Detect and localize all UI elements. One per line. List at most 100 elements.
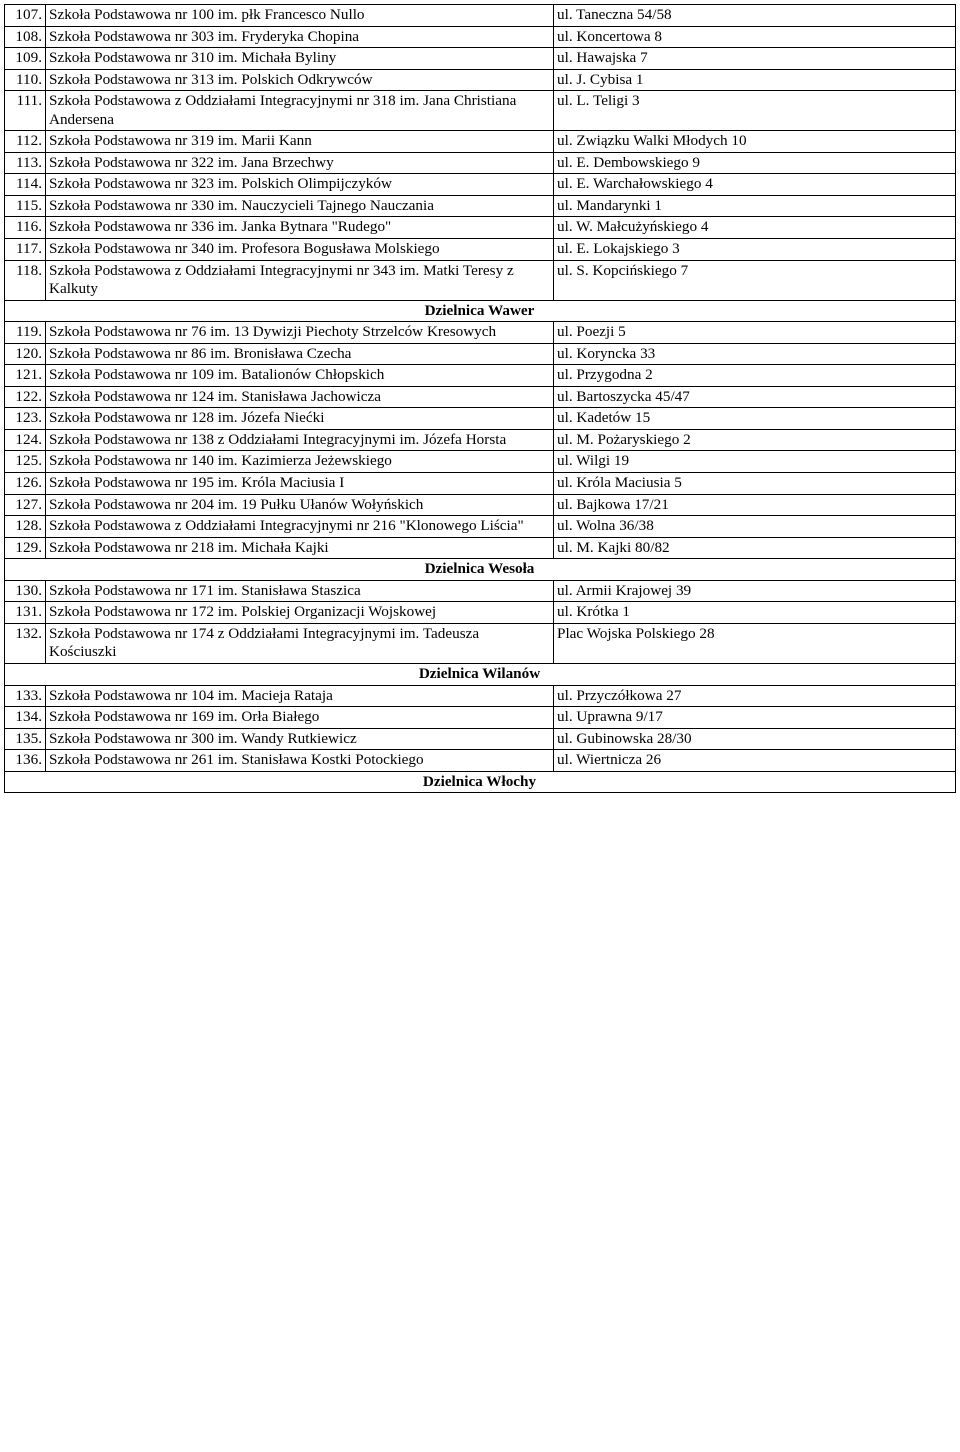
- row-number: 132.: [5, 623, 46, 663]
- school-address: ul. Wiertnicza 26: [554, 750, 956, 772]
- school-name: Szkoła Podstawowa nr 261 im. Stanisława …: [46, 750, 554, 772]
- school-address: Plac Wojska Polskiego 28: [554, 623, 956, 663]
- table-row: 133.Szkoła Podstawowa nr 104 im. Macieja…: [5, 685, 956, 707]
- school-name: Szkoła Podstawowa nr 172 im. Polskiej Or…: [46, 602, 554, 624]
- row-number: 133.: [5, 685, 46, 707]
- table-row: 131.Szkoła Podstawowa nr 172 im. Polskie…: [5, 602, 956, 624]
- row-number: 109.: [5, 48, 46, 70]
- table-row: 114.Szkoła Podstawowa nr 323 im. Polskic…: [5, 174, 956, 196]
- school-name: Szkoła Podstawowa nr 104 im. Macieja Rat…: [46, 685, 554, 707]
- school-name: Szkoła Podstawowa nr 303 im. Fryderyka C…: [46, 26, 554, 48]
- row-number: 123.: [5, 408, 46, 430]
- school-address: ul. Gubinowska 28/30: [554, 728, 956, 750]
- table-row: Dzielnica Wawer: [5, 300, 956, 322]
- school-name: Szkoła Podstawowa z Oddziałami Integracy…: [46, 91, 554, 131]
- school-name: Szkoła Podstawowa nr 310 im. Michała Byl…: [46, 48, 554, 70]
- school-name: Szkoła Podstawowa nr 171 im. Stanisława …: [46, 580, 554, 602]
- schools-table: 107.Szkoła Podstawowa nr 100 im. płk Fra…: [4, 4, 956, 793]
- table-row: 127.Szkoła Podstawowa nr 204 im. 19 Pułk…: [5, 494, 956, 516]
- table-row: 123.Szkoła Podstawowa nr 128 im. Józefa …: [5, 408, 956, 430]
- row-number: 120.: [5, 343, 46, 365]
- row-number: 127.: [5, 494, 46, 516]
- table-row: 118.Szkoła Podstawowa z Oddziałami Integ…: [5, 260, 956, 300]
- school-name: Szkoła Podstawowa nr 195 im. Króla Maciu…: [46, 473, 554, 495]
- school-name: Szkoła Podstawowa nr 340 im. Profesora B…: [46, 239, 554, 261]
- row-number: 129.: [5, 537, 46, 559]
- school-name: Szkoła Podstawowa nr 174 z Oddziałami In…: [46, 623, 554, 663]
- row-number: 111.: [5, 91, 46, 131]
- row-number: 136.: [5, 750, 46, 772]
- row-number: 121.: [5, 365, 46, 387]
- table-row: 135.Szkoła Podstawowa nr 300 im. Wandy R…: [5, 728, 956, 750]
- row-number: 122.: [5, 386, 46, 408]
- row-number: 128.: [5, 516, 46, 538]
- row-number: 118.: [5, 260, 46, 300]
- table-row: 109.Szkoła Podstawowa nr 310 im. Michała…: [5, 48, 956, 70]
- school-address: ul. Taneczna 54/58: [554, 5, 956, 27]
- school-name: Szkoła Podstawowa nr 300 im. Wandy Rutki…: [46, 728, 554, 750]
- school-address: ul. Przyczółkowa 27: [554, 685, 956, 707]
- table-row: 126.Szkoła Podstawowa nr 195 im. Króla M…: [5, 473, 956, 495]
- table-row: 117.Szkoła Podstawowa nr 340 im. Profeso…: [5, 239, 956, 261]
- school-address: ul. Wilgi 19: [554, 451, 956, 473]
- section-header: Dzielnica Włochy: [5, 771, 956, 793]
- school-address: ul. Koncertowa 8: [554, 26, 956, 48]
- school-name: Szkoła Podstawowa nr 138 z Oddziałami In…: [46, 429, 554, 451]
- row-number: 112.: [5, 131, 46, 153]
- school-name: Szkoła Podstawowa nr 140 im. Kazimierza …: [46, 451, 554, 473]
- school-address: ul. Przygodna 2: [554, 365, 956, 387]
- row-number: 108.: [5, 26, 46, 48]
- table-row: 120.Szkoła Podstawowa nr 86 im. Bronisła…: [5, 343, 956, 365]
- row-number: 115.: [5, 195, 46, 217]
- school-name: Szkoła Podstawowa nr 109 im. Batalionów …: [46, 365, 554, 387]
- school-address: ul. Bajkowa 17/21: [554, 494, 956, 516]
- school-name: Szkoła Podstawowa nr 323 im. Polskich Ol…: [46, 174, 554, 196]
- table-row: 115.Szkoła Podstawowa nr 330 im. Nauczyc…: [5, 195, 956, 217]
- school-address: ul. Króla Maciusia 5: [554, 473, 956, 495]
- table-row: 128.Szkoła Podstawowa z Oddziałami Integ…: [5, 516, 956, 538]
- school-name: Szkoła Podstawowa nr 336 im. Janka Bytna…: [46, 217, 554, 239]
- table-row: 119.Szkoła Podstawowa nr 76 im. 13 Dywiz…: [5, 322, 956, 344]
- school-address: ul. Krótka 1: [554, 602, 956, 624]
- school-name: Szkoła Podstawowa z Oddziałami Integracy…: [46, 260, 554, 300]
- table-row: 130.Szkoła Podstawowa nr 171 im. Stanisł…: [5, 580, 956, 602]
- school-address: ul. W. Małcużyńskiego 4: [554, 217, 956, 239]
- table-row: 121.Szkoła Podstawowa nr 109 im. Batalio…: [5, 365, 956, 387]
- section-header: Dzielnica Wawer: [5, 300, 956, 322]
- school-name: Szkoła Podstawowa nr 330 im. Nauczycieli…: [46, 195, 554, 217]
- table-row: 107.Szkoła Podstawowa nr 100 im. płk Fra…: [5, 5, 956, 27]
- row-number: 114.: [5, 174, 46, 196]
- table-row: 132.Szkoła Podstawowa nr 174 z Oddziałam…: [5, 623, 956, 663]
- school-address: ul. Hawajska 7: [554, 48, 956, 70]
- school-address: ul. M. Pożaryskiego 2: [554, 429, 956, 451]
- school-name: Szkoła Podstawowa z Oddziałami Integracy…: [46, 516, 554, 538]
- row-number: 131.: [5, 602, 46, 624]
- row-number: 130.: [5, 580, 46, 602]
- table-row: 129.Szkoła Podstawowa nr 218 im. Michała…: [5, 537, 956, 559]
- table-row: 125.Szkoła Podstawowa nr 140 im. Kazimie…: [5, 451, 956, 473]
- table-row: 110.Szkoła Podstawowa nr 313 im. Polskic…: [5, 69, 956, 91]
- section-header: Dzielnica Wesoła: [5, 559, 956, 581]
- school-name: Szkoła Podstawowa nr 100 im. płk Frances…: [46, 5, 554, 27]
- school-name: Szkoła Podstawowa nr 76 im. 13 Dywizji P…: [46, 322, 554, 344]
- school-address: ul. Koryncka 33: [554, 343, 956, 365]
- table-row: 136.Szkoła Podstawowa nr 261 im. Stanisł…: [5, 750, 956, 772]
- row-number: 116.: [5, 217, 46, 239]
- row-number: 107.: [5, 5, 46, 27]
- school-name: Szkoła Podstawowa nr 322 im. Jana Brzech…: [46, 152, 554, 174]
- row-number: 135.: [5, 728, 46, 750]
- school-name: Szkoła Podstawowa nr 313 im. Polskich Od…: [46, 69, 554, 91]
- school-address: ul. S. Kopcińskiego 7: [554, 260, 956, 300]
- school-name: Szkoła Podstawowa nr 319 im. Marii Kann: [46, 131, 554, 153]
- school-address: ul. Związku Walki Młodych 10: [554, 131, 956, 153]
- row-number: 117.: [5, 239, 46, 261]
- table-row: 108.Szkoła Podstawowa nr 303 im. Frydery…: [5, 26, 956, 48]
- row-number: 119.: [5, 322, 46, 344]
- school-name: Szkoła Podstawowa nr 169 im. Orła Białeg…: [46, 707, 554, 729]
- school-address: ul. E. Dembowskiego 9: [554, 152, 956, 174]
- row-number: 126.: [5, 473, 46, 495]
- table-row: 112.Szkoła Podstawowa nr 319 im. Marii K…: [5, 131, 956, 153]
- school-address: ul. Mandarynki 1: [554, 195, 956, 217]
- school-address: ul. Uprawna 9/17: [554, 707, 956, 729]
- school-name: Szkoła Podstawowa nr 204 im. 19 Pułku Uł…: [46, 494, 554, 516]
